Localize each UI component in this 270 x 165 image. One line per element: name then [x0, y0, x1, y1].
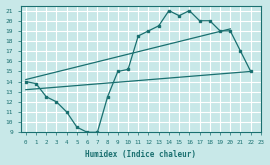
- X-axis label: Humidex (Indice chaleur): Humidex (Indice chaleur): [85, 150, 196, 159]
